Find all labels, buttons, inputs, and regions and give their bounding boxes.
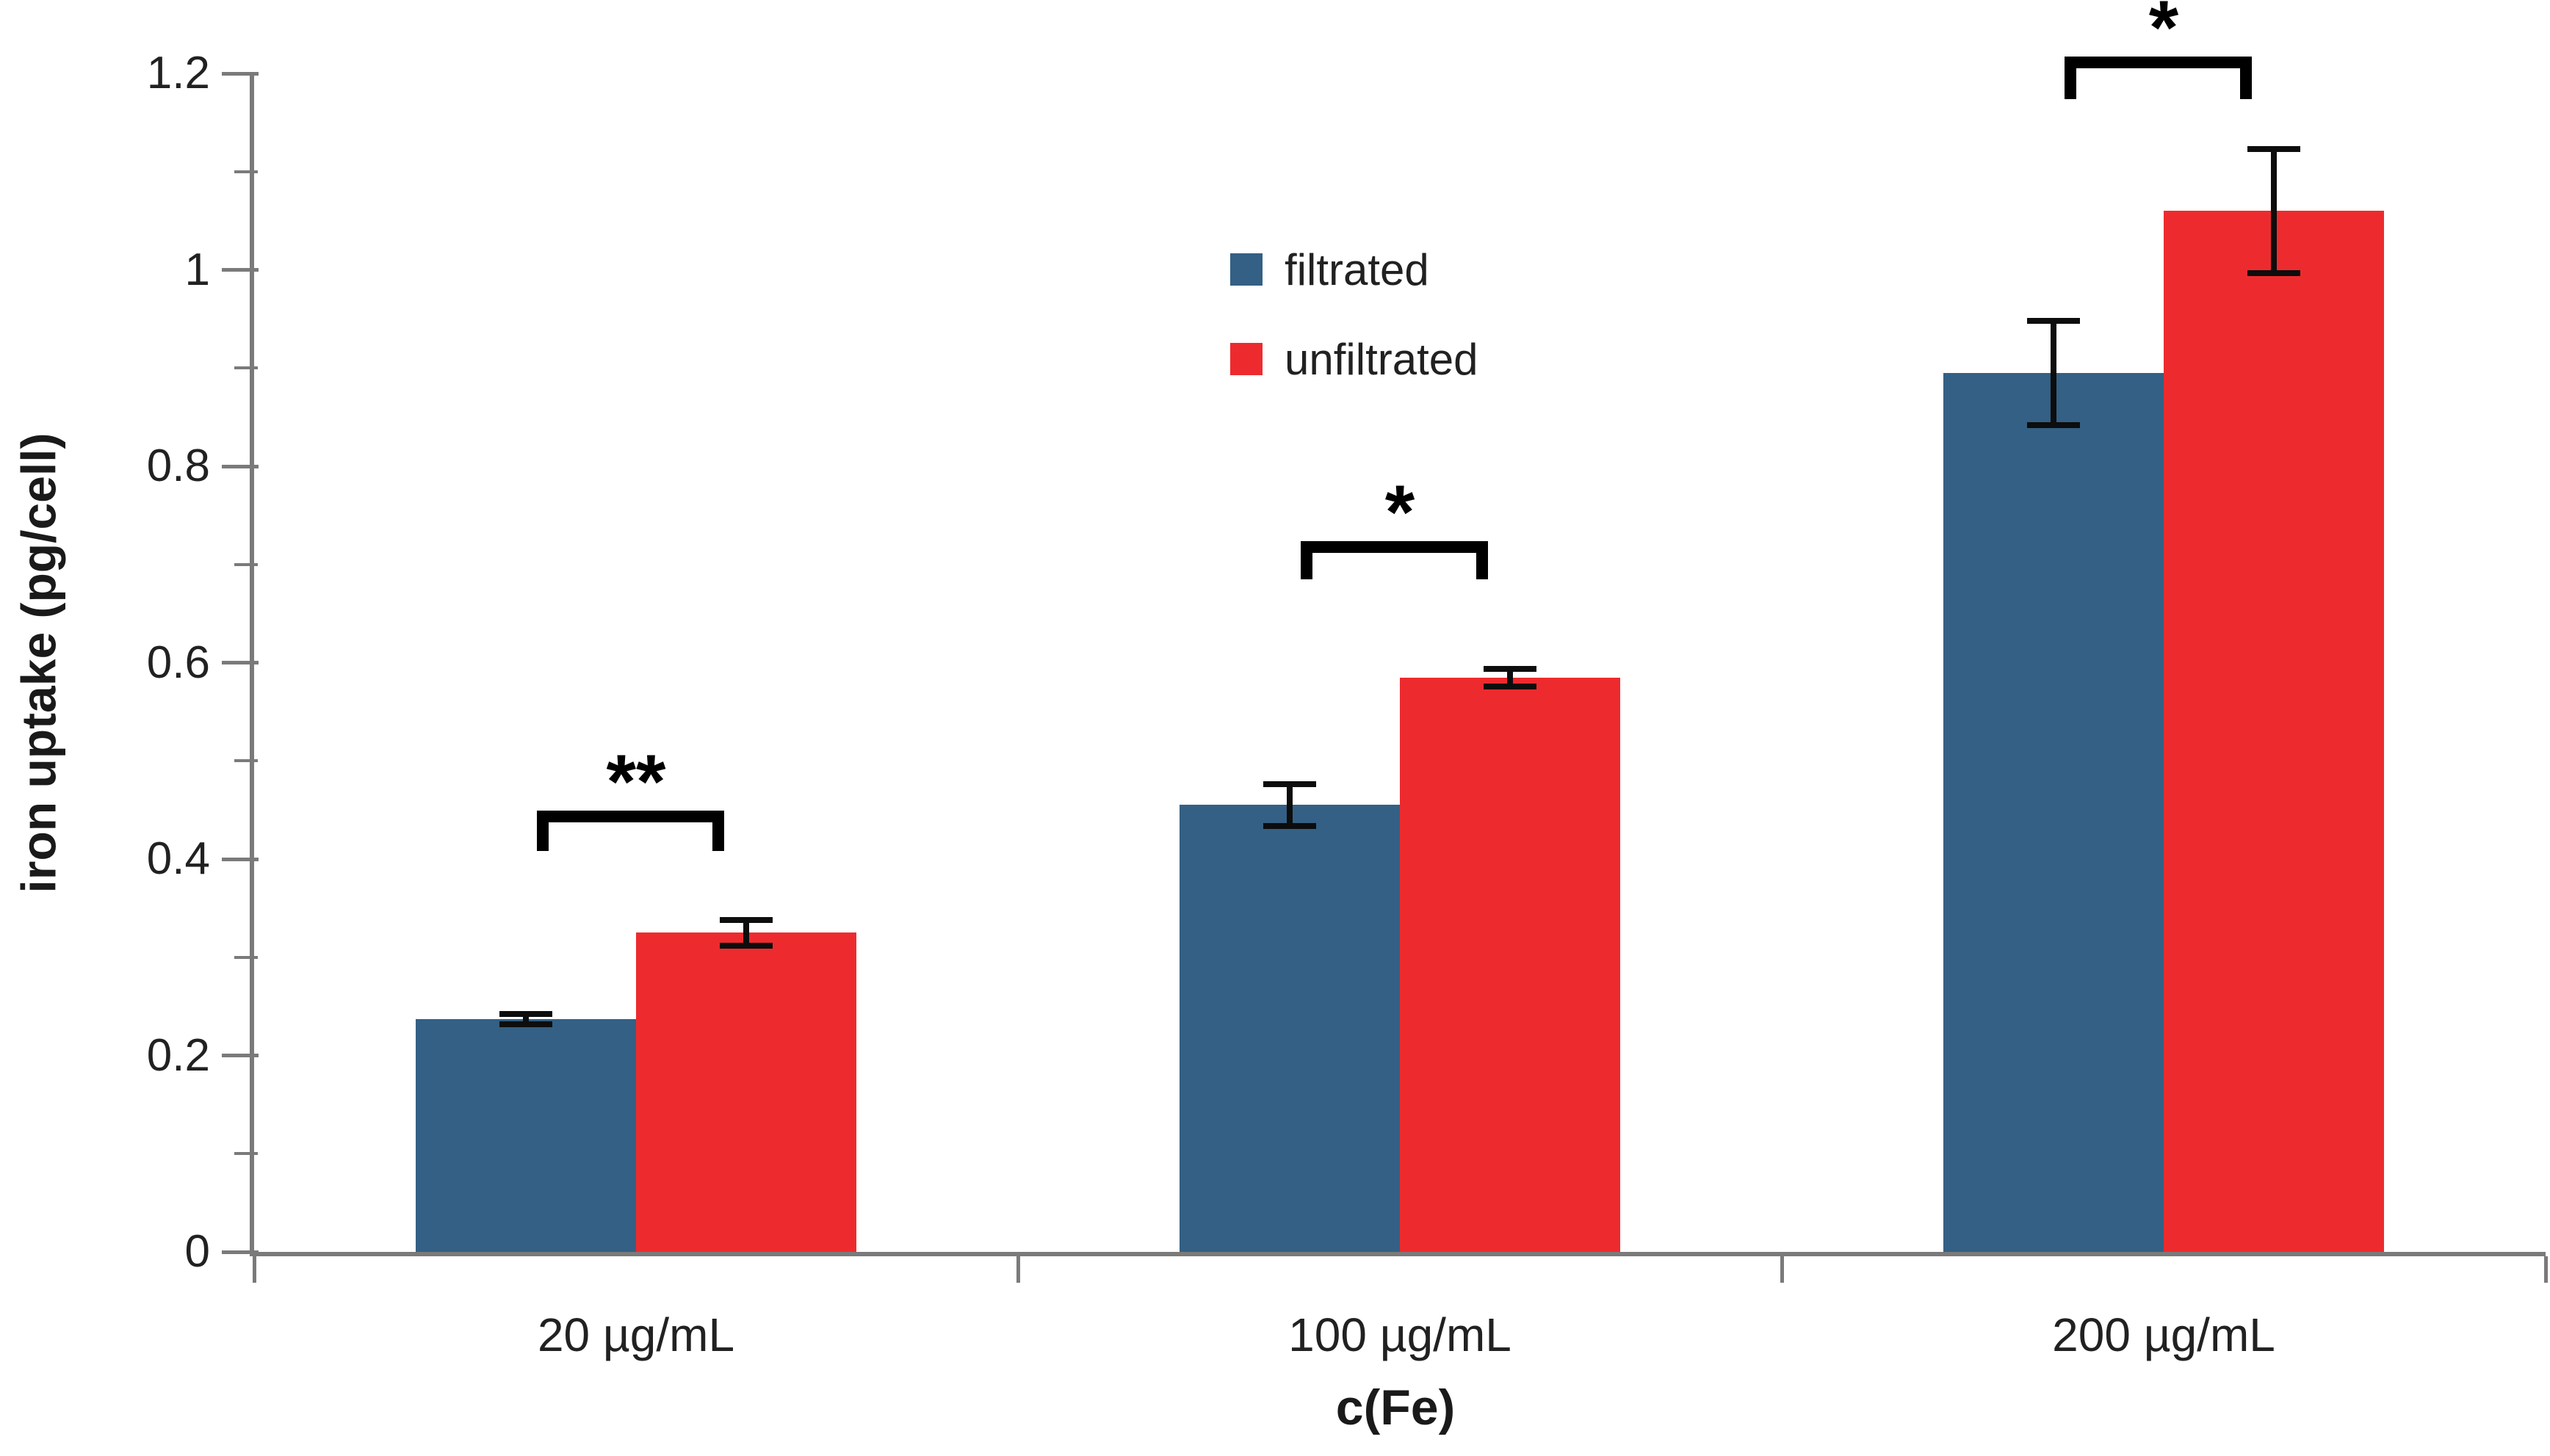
error-bar-line [1507,668,1513,687]
x-axis-tick [252,1256,256,1283]
error-bar-line [743,919,749,946]
legend-label: unfiltrated [1285,334,1478,384]
error-bar-top-cap [1484,665,1536,672]
bar-unfiltrated [2164,211,2384,1252]
legend-label: filtrated [1285,245,1429,294]
y-axis-major-tick [222,464,259,468]
y-axis-major-tick [222,857,259,861]
error-bar-top-cap [499,1011,552,1018]
y-axis-major-tick [222,1054,259,1057]
error-bar-bottom-cap [2027,421,2080,428]
bar-filtrated [416,1019,636,1252]
error-bar-top-cap [1263,781,1316,788]
y-axis-minor-tick [234,955,258,959]
y-axis-minor-tick [234,1152,258,1156]
y-axis-minor-tick [234,170,258,173]
y-axis-tick-label: 0.8 [146,441,210,491]
x-axis-title: c(Fe) [1335,1380,1456,1435]
bar-unfiltrated [636,932,856,1252]
y-axis-tick-label: 0.4 [146,833,210,884]
legend-marker-filtrated [1230,253,1263,286]
bar-unfiltrated [1400,677,1620,1252]
error-bar-top-cap [2027,318,2080,325]
y-axis-tick-label: 0.6 [146,637,210,688]
x-axis-category-label: 100 µg/mL [1288,1308,1511,1361]
error-bar-line [1287,784,1293,826]
y-axis-minor-tick [234,366,258,370]
x-axis-category-label: 20 µg/mL [537,1308,735,1361]
x-axis-category-label: 200 µg/mL [2052,1308,2275,1361]
error-bar-line [2051,321,2056,425]
x-axis-tick [1016,1256,1020,1283]
y-axis-minor-tick [234,759,258,763]
error-bar-bottom-cap [2247,269,2300,276]
bar-filtrated [1180,805,1400,1252]
significance-bracket [2065,57,2252,99]
error-bar-bottom-cap [499,1021,552,1027]
y-axis-tick-label: 0.2 [146,1029,210,1081]
error-bar-line [2271,148,2277,273]
y-axis-major-tick [222,1250,259,1254]
plot-area: 0 0.2 0.4 0.6 0.8 1 1.2 20 µg/mL 100 µg/mL 200 µg… [147,0,2548,1361]
significance-label: * [2148,0,2179,71]
y-axis-major-tick [222,268,259,272]
significance-bracket [1301,540,1488,579]
y-axis-minor-tick [234,562,258,566]
legend-entry-unfiltrated: unfiltrated [1230,334,1478,384]
x-axis-tick [1780,1256,1784,1283]
legend-entry-filtrated: filtrated [1230,245,1429,294]
y-axis-tick-label: 1 [184,244,210,295]
significance-bracket [537,811,724,852]
y-axis-major-tick [222,71,259,76]
error-bar-top-cap [2247,145,2300,152]
y-axis-tick-label: 1.2 [146,48,210,98]
x-axis-tick [2543,1256,2548,1283]
significance-label: * [1384,469,1415,555]
bar-filtrated [1943,372,2164,1252]
error-bar-top-cap [720,916,773,923]
significance-label: ** [606,739,666,825]
error-bar-bottom-cap [720,942,773,949]
y-axis-major-tick [222,661,259,664]
legend-marker-unfiltrated [1230,343,1263,375]
error-bar-bottom-cap [1484,683,1536,689]
error-bar-line [523,1014,529,1024]
error-bar-bottom-cap [1263,822,1316,829]
y-axis-tick-label: 0 [184,1226,210,1277]
